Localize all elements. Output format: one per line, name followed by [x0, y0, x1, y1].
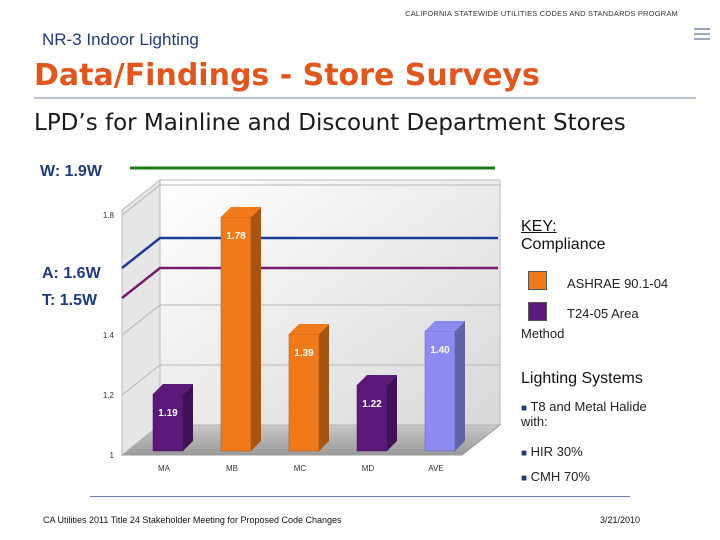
slide-title: Data/Findings - Store Surveys — [34, 58, 540, 93]
bar-value-label: 1.19 — [158, 408, 178, 419]
bar-front — [152, 393, 184, 452]
bar-value-label: 1.78 — [226, 231, 246, 242]
chart-gridline — [121, 364, 500, 396]
slide-heading: LPD’s for Mainline and Discount Departme… — [34, 110, 626, 136]
bar-md: 1.22 — [356, 375, 397, 452]
bullet-square-icon: ■ — [521, 448, 528, 459]
x-tick-label: MB — [226, 464, 238, 473]
x-tick-label: MD — [362, 464, 375, 473]
chart-gridline — [121, 304, 500, 336]
footer-meeting-text: CA Utilities 2011 Title 24 Stakeholder M… — [43, 515, 342, 525]
footer-divider — [90, 496, 630, 497]
bar-ma: 1.19 — [152, 384, 193, 452]
lighting-bullet-1: ■ T8 and Metal Halide with: — [521, 399, 647, 429]
bar-side — [319, 324, 329, 451]
key-title: KEY: Compliance — [521, 218, 605, 254]
bar-side — [455, 321, 465, 451]
ref-label-t: T: 1.5W — [42, 292, 98, 309]
x-tick-label: AVE — [428, 464, 443, 473]
lighting-bullet-2-text: HIR 30% — [530, 444, 583, 459]
title-divider — [34, 97, 696, 99]
bar-top — [289, 324, 329, 334]
ref-line-t — [121, 266, 498, 299]
y-tick-label: 1.4 — [103, 331, 115, 340]
menu-icon — [694, 28, 710, 44]
lighting-bullet-2: ■ HIR 30% — [521, 444, 583, 459]
bar-side — [183, 384, 193, 451]
y-tick-label: 1 — [110, 451, 115, 460]
ref-label-w: W: 1.9W — [40, 163, 102, 180]
bar-value-label: 1.39 — [294, 348, 314, 359]
bar-value-label: 1.22 — [362, 399, 382, 410]
y-tick-label: 1.2 — [103, 391, 115, 400]
x-tick-label: MA — [158, 464, 171, 473]
bullet-square-icon: ■ — [521, 403, 528, 414]
program-name: CALIFORNIA STATEWIDE UTILITIES CODES AND… — [405, 9, 678, 18]
footer-date: 3/21/2010 — [600, 515, 641, 525]
slide-subtitle: NR-3 Indoor Lighting — [42, 30, 199, 49]
bar-mc: 1.39 — [288, 324, 329, 452]
x-tick-label: MC — [294, 464, 307, 473]
y-tick-label: 1.8 — [103, 211, 115, 220]
key-title-text: KEY — [521, 218, 553, 235]
lighting-bullet-1-line2: with: — [521, 414, 548, 429]
ref-label-a: A: 1.6W — [42, 265, 101, 282]
lighting-bullet-1-line1: T8 and Metal Halide — [530, 399, 647, 414]
bar-value-label: 1.40 — [430, 345, 450, 356]
bar-mb: 1.78 — [220, 207, 261, 452]
bar-top — [425, 321, 465, 331]
bar-front — [220, 216, 252, 452]
bar-top — [221, 207, 261, 217]
bar-front — [356, 384, 388, 452]
legend-label-ashrae: ASHRAE 90.1-04 — [567, 276, 669, 291]
bar-side — [387, 375, 397, 451]
bar-front — [424, 330, 456, 452]
lighting-bullet-3: ■ CMH 70% — [521, 469, 590, 484]
lighting-heading: Lighting Systems — [521, 370, 643, 387]
legend-label-t24-line2: Method — [521, 326, 565, 341]
key-title-colon: : — [552, 218, 557, 235]
chart-gridline — [121, 184, 500, 216]
bar-top — [357, 375, 397, 385]
legend-swatch-t24 — [528, 302, 547, 321]
bar-side — [251, 207, 261, 451]
legend-swatch-ashrae — [528, 271, 547, 290]
bar-top — [153, 384, 193, 394]
legend-label-t24-line1: T24-05 Area — [567, 306, 639, 321]
bar-ave: 1.40 — [424, 321, 465, 452]
ref-line-a — [121, 236, 498, 269]
bullet-square-icon: ■ — [521, 473, 528, 484]
lighting-bullet-3-text: CMH 70% — [530, 469, 590, 484]
key-subtitle: Compliance — [521, 236, 606, 253]
